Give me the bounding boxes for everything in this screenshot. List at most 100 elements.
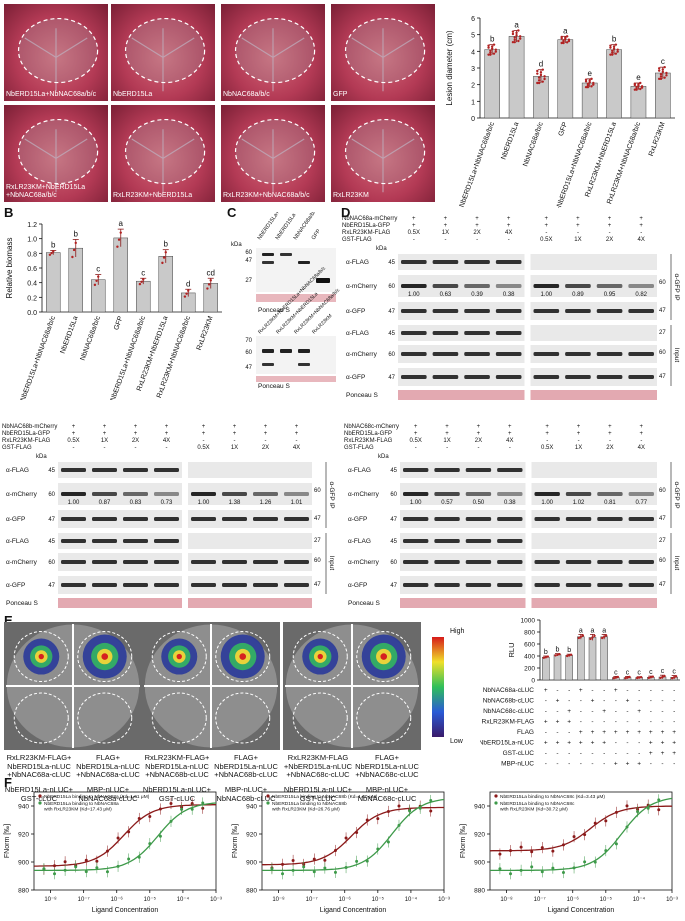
condition-cell: + <box>507 216 511 222</box>
infiltration-outline <box>292 631 348 683</box>
blot-membrane <box>188 510 312 528</box>
ponceau-stain <box>256 294 336 302</box>
band-ratio: 0.73 <box>161 500 173 506</box>
protein-band <box>465 560 492 564</box>
data-point <box>635 676 639 680</box>
condition-cell: + <box>649 729 653 736</box>
condition-cell: - <box>650 761 652 768</box>
protein-band <box>465 468 492 472</box>
lesion-area <box>345 119 425 184</box>
data-point <box>72 248 76 252</box>
blot-membrane <box>530 345 657 363</box>
ponceau-stain <box>531 598 657 608</box>
data-point <box>560 41 563 45</box>
protein-band <box>316 278 330 283</box>
x-tick-label: GFP <box>113 315 125 331</box>
protein-band <box>403 560 429 564</box>
data-point <box>515 33 518 37</box>
condition-cell: - <box>577 230 579 236</box>
protein-band <box>432 260 459 264</box>
data-point <box>584 85 588 89</box>
blot-membrane <box>188 533 312 549</box>
data-point <box>639 87 642 91</box>
blot-membrane <box>530 254 657 270</box>
significance-letter: c <box>661 57 665 66</box>
data-point <box>517 29 520 32</box>
x-tick-label: 10⁻⁴ <box>633 896 646 903</box>
data-point <box>408 809 412 813</box>
data-point <box>162 256 166 259</box>
condition-cell: - <box>609 438 611 444</box>
condition-label: NbNAC68a-mCherry <box>342 216 397 222</box>
bar <box>508 36 525 119</box>
condition-cell: - <box>591 708 593 715</box>
condition-cell: - <box>477 445 479 451</box>
y-axis-title: FNorm [‰] <box>460 824 467 858</box>
luminescence-leaf <box>142 622 280 750</box>
condition-cell: - <box>615 719 617 726</box>
data-point <box>344 836 348 840</box>
condition-cell: - <box>556 708 558 715</box>
significance-letter: b <box>556 647 560 654</box>
mst-binding-curve-nac68b: 880 900 920 940 10⁻⁸ 10⁻⁷ 10⁻⁶ 10⁻⁵ 10⁻⁴ 10⁻³ Liga… <box>232 791 450 914</box>
condition-cell: + <box>649 750 653 757</box>
band-ratio: 1.00 <box>541 500 553 506</box>
lesion-outline <box>17 17 99 84</box>
blot-membrane <box>530 302 657 320</box>
luc-caption: RxLR23KM-FLAG+ NbERD15La-nLUC +NbNAC68a-cL… <box>6 753 72 779</box>
condition-cell: - <box>650 708 652 715</box>
data-point <box>95 279 98 282</box>
lesion-outline <box>124 17 206 84</box>
condition-cell: + <box>445 431 449 437</box>
data-point <box>609 44 612 47</box>
mw-marker: 60 <box>659 350 666 356</box>
condition-cell: + <box>637 708 641 715</box>
band-ratio: 0.87 <box>99 500 111 506</box>
data-point <box>589 637 592 641</box>
y-tick-label: 0.0 <box>27 310 37 317</box>
protein-band <box>464 309 490 313</box>
data-point <box>190 807 194 811</box>
blot-membrane <box>188 483 312 505</box>
data-point <box>616 48 619 51</box>
y-axis-title: FNorm [‰] <box>4 824 11 858</box>
condition-cell: 4X <box>293 445 300 451</box>
luc-caption: FLAG+ NbERD15La-nLUC +NbNAC68c-cLUC <box>355 753 419 779</box>
antibody-label: α-FLAG <box>346 330 369 337</box>
blot-membrane <box>530 275 657 297</box>
protein-band <box>497 517 523 521</box>
x-axis-title: Ligand Concentration <box>320 907 387 914</box>
condition-cell: - <box>556 729 558 736</box>
data-point <box>511 30 515 33</box>
condition-cell: - <box>580 698 582 705</box>
data-point <box>376 847 380 851</box>
condition-cell: 4X <box>638 445 645 451</box>
condition-cell: - <box>603 761 605 768</box>
y-tick-label: 940 <box>474 804 485 811</box>
data-point <box>93 283 97 287</box>
protein-band <box>628 517 654 521</box>
condition-cell: + <box>72 431 76 437</box>
data-point <box>487 46 490 49</box>
data-point <box>661 70 665 74</box>
blot-membrane <box>58 483 182 505</box>
expression-western-blot: kDaNbERD15La+NbNAC68a/b/cNbERD15LaNbNAC6… <box>231 212 340 390</box>
band-ratio: 1.00 <box>198 500 210 506</box>
legend-entry: NbERD15La binding to NbNAC68b with RxLR23… <box>272 801 347 813</box>
band-ratio: 0.50 <box>473 500 485 506</box>
protein-band <box>628 309 654 313</box>
y-tick-label: 900 <box>474 860 485 867</box>
protein-band <box>298 261 310 264</box>
condition-cell: + <box>103 431 107 437</box>
condition-cell: + <box>639 223 643 229</box>
data-point <box>312 857 316 861</box>
mw-marker: 45 <box>388 260 395 266</box>
data-point <box>148 842 152 846</box>
antibody-label: α-GFP <box>6 582 25 589</box>
protein-band <box>432 309 459 313</box>
data-point <box>291 858 295 862</box>
lesion-outline <box>124 118 206 185</box>
protein-band <box>191 492 216 496</box>
leaf-caption: RxLR23KM+NbERD15La +NbNAC68a/b/c <box>6 184 86 199</box>
